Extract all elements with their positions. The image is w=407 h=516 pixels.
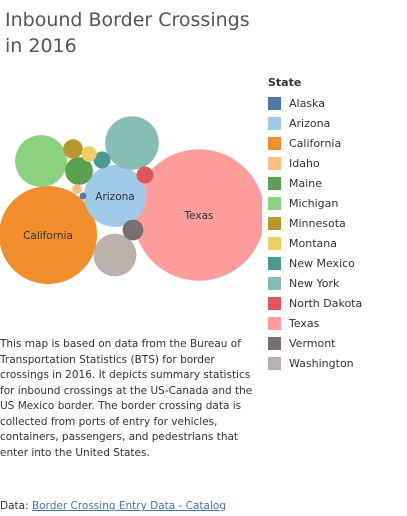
legend-swatch (268, 356, 281, 370)
legend-label: Alaska (289, 96, 325, 110)
bubble-vermont[interactable] (122, 219, 144, 241)
bubble-arizona[interactable] (84, 165, 146, 227)
legend-swatch (268, 276, 281, 290)
legend-item-arizona[interactable]: Arizona (268, 113, 403, 133)
legend-label: New Mexico (289, 256, 355, 270)
legend-label: Washington (289, 356, 354, 370)
legend-label: Vermont (289, 336, 336, 350)
legend-swatch (268, 316, 281, 330)
legend-label: New York (289, 276, 340, 290)
bubble-label-california: California (23, 230, 73, 242)
legend-item-washington[interactable]: Washington (268, 353, 403, 373)
legend-item-montana[interactable]: Montana (268, 233, 403, 253)
legend-label: North Dakota (289, 296, 363, 310)
legend-label: Idaho (289, 156, 320, 170)
legend-swatch (268, 336, 281, 350)
legend-label: Michigan (289, 196, 339, 210)
legend-title: State (268, 76, 302, 89)
legend-label: Arizona (289, 116, 331, 130)
bubble-label-arizona: Arizona (95, 191, 134, 203)
bubble-new-mexico[interactable] (93, 151, 111, 169)
bubble-california[interactable] (0, 186, 97, 284)
bubble-michigan[interactable] (15, 135, 67, 187)
legend-swatch (268, 176, 281, 190)
bubble-new-york[interactable] (105, 116, 159, 170)
legend-label: Montana (289, 236, 337, 250)
legend-swatch (268, 156, 281, 170)
bubble-alaska[interactable] (79, 192, 87, 200)
legend-swatch (268, 116, 281, 130)
bubble-montana[interactable] (81, 146, 97, 162)
description-text: This map is based on data from the Burea… (0, 338, 253, 459)
legend-swatch (268, 96, 281, 110)
bubble-chart: Arizona California Texas (0, 116, 262, 284)
source-prefix: Data: (0, 500, 32, 512)
legend: State Alaska Arizona California Idaho Maine M… (268, 75, 403, 373)
source-line: Data: Border Crossing Entry Data - Catal… (0, 499, 300, 514)
legend-swatch (268, 256, 281, 270)
legend-item-north-dakota[interactable]: North Dakota (268, 293, 403, 313)
bubble-maine[interactable] (65, 157, 93, 185)
legend-item-michigan[interactable]: Michigan (268, 193, 403, 213)
legend-item-minnesota[interactable]: Minnesota (268, 213, 403, 233)
legend-swatch (268, 216, 281, 230)
legend-label: Texas (289, 316, 320, 330)
legend-item-vermont[interactable]: Vermont (268, 333, 403, 353)
bubble-idaho[interactable] (72, 184, 82, 194)
bubble-texas[interactable] (133, 149, 262, 281)
source-link[interactable]: Border Crossing Entry Data - Catalog (31, 500, 226, 512)
legend-swatch (268, 136, 281, 150)
bubble-washington[interactable] (93, 233, 137, 277)
legend-items: Alaska Arizona California Idaho Maine Michiga… (268, 93, 403, 373)
chart-title: Inbound Border Crossings in 2016 (5, 9, 250, 57)
legend-item-texas[interactable]: Texas (268, 313, 403, 333)
legend-label: Maine (289, 176, 323, 190)
legend-item-idaho[interactable]: Idaho (268, 153, 403, 173)
legend-item-new-mexico[interactable]: New Mexico (268, 253, 403, 273)
legend-item-alaska[interactable]: Alaska (268, 93, 403, 113)
legend-swatch (268, 196, 281, 210)
bubble-minnesota[interactable] (63, 139, 83, 159)
bubble-north-dakota[interactable] (136, 166, 154, 184)
legend-swatch (268, 296, 281, 310)
legend-label: California (289, 136, 342, 150)
legend-item-new-york[interactable]: New York (268, 273, 403, 293)
bubble-label-texas: Texas (183, 210, 213, 222)
legend-swatch (268, 236, 281, 250)
legend-item-maine[interactable]: Maine (268, 173, 403, 193)
legend-label: Minnesota (289, 216, 346, 230)
legend-item-california[interactable]: California (268, 133, 403, 153)
